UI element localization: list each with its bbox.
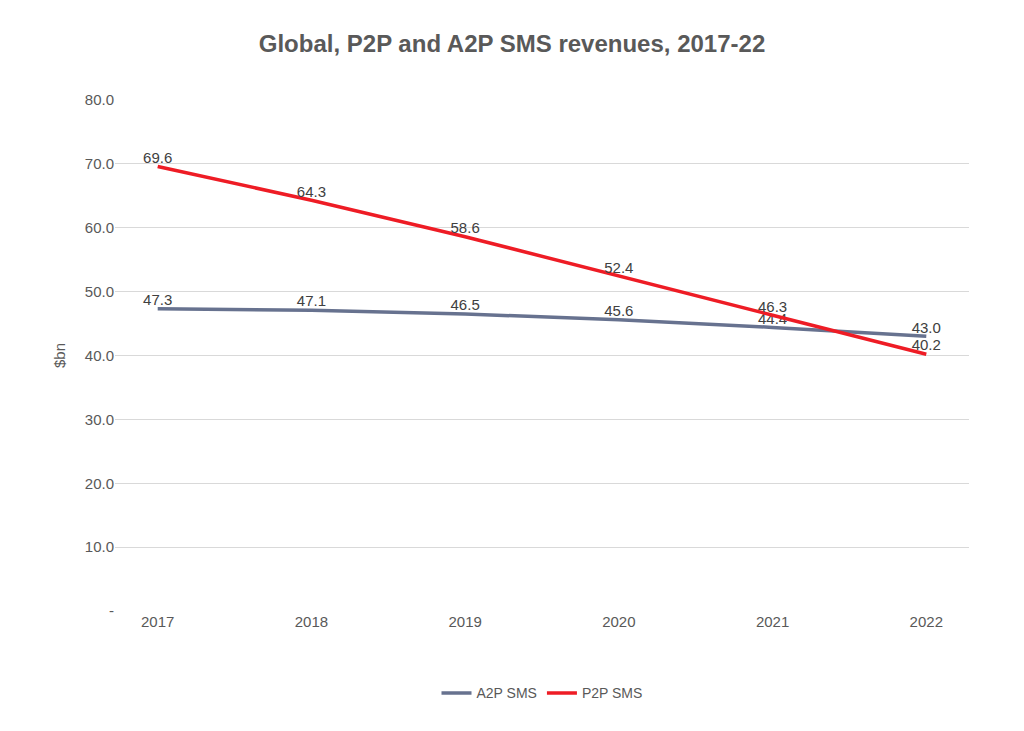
svg-text:30.0: 30.0 [85, 411, 114, 428]
svg-text:2017: 2017 [141, 613, 174, 630]
svg-text:2020: 2020 [602, 613, 635, 630]
svg-text:60.0: 60.0 [85, 219, 114, 236]
svg-text:10.0: 10.0 [85, 538, 114, 555]
svg-text:58.6: 58.6 [451, 219, 480, 236]
svg-text:2018: 2018 [295, 613, 328, 630]
svg-text:46.5: 46.5 [451, 296, 480, 313]
svg-text:A2P SMS: A2P SMS [477, 685, 537, 701]
svg-text:P2P SMS: P2P SMS [582, 685, 642, 701]
svg-text:2019: 2019 [448, 613, 481, 630]
svg-text:40.2: 40.2 [912, 336, 941, 353]
svg-text:-: - [109, 602, 114, 619]
svg-text:80.0: 80.0 [85, 91, 114, 108]
svg-text:52.4: 52.4 [604, 259, 633, 276]
svg-text:69.6: 69.6 [143, 149, 172, 166]
svg-text:45.6: 45.6 [604, 302, 633, 319]
svg-text:40.0: 40.0 [85, 347, 114, 364]
svg-text:47.3: 47.3 [143, 291, 172, 308]
svg-text:70.0: 70.0 [85, 155, 114, 172]
svg-text:47.1: 47.1 [297, 292, 326, 309]
svg-text:46.3: 46.3 [758, 298, 787, 315]
svg-text:2022: 2022 [910, 613, 943, 630]
svg-text:Global, P2P and A2P SMS revenu: Global, P2P and A2P SMS revenues, 2017-2… [259, 30, 765, 57]
svg-text:50.0: 50.0 [85, 283, 114, 300]
svg-text:$bn: $bn [51, 343, 68, 368]
svg-text:44.4: 44.4 [758, 310, 787, 327]
svg-text:64.3: 64.3 [297, 183, 326, 200]
svg-text:43.0: 43.0 [912, 319, 941, 336]
svg-text:2021: 2021 [756, 613, 789, 630]
svg-text:20.0: 20.0 [85, 475, 114, 492]
